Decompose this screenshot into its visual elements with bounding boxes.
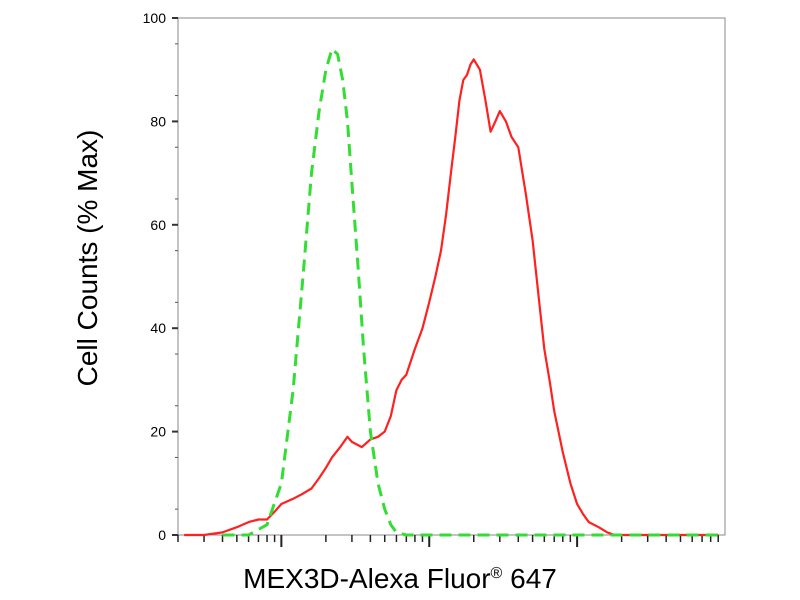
y-tick-label-60: 60	[150, 217, 166, 233]
y-tick-label-0: 0	[158, 527, 166, 543]
control-histogram-line	[222, 47, 719, 537]
y-axis-label: Cell Counts (% Max)	[72, 129, 103, 387]
y-tick-label-100: 100	[143, 10, 167, 26]
y-tick-label-20: 20	[150, 424, 166, 440]
y-tick-label-80: 80	[150, 113, 166, 129]
x-axis-label: MEX3D-Alexa Fluor® 647	[0, 563, 800, 595]
x-axis-label-superscript: ®	[490, 565, 503, 582]
sample-histogram-line	[184, 58, 719, 537]
y-tick-label-40: 40	[150, 320, 166, 336]
x-axis-label-main: MEX3D-Alexa Fluor	[243, 563, 491, 594]
plot-frame	[177, 17, 726, 536]
x-axis-label-suffix: 647	[502, 563, 557, 594]
